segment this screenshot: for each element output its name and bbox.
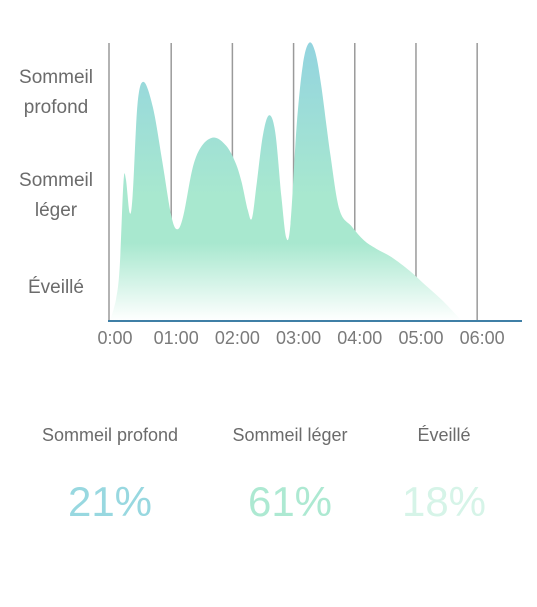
- stat-awake: Éveillé 18%: [354, 425, 534, 526]
- stat-light-value: 61%: [247, 478, 333, 525]
- y-category-label: Éveillé: [4, 273, 108, 303]
- x-tick-label: 05:00: [398, 328, 443, 348]
- sleep-area-chart: 0:00 01:00 02:00 03:00 04:00 05:00 06:00: [97, 42, 522, 348]
- y-category-line: léger: [34, 199, 78, 221]
- x-tick-label: 0:00: [97, 328, 132, 348]
- y-category-line: profond: [23, 97, 89, 119]
- y-category-line: Éveillé: [28, 276, 84, 298]
- stat-deep: Sommeil profond 21%: [20, 425, 200, 526]
- y-category-line: Sommeil: [19, 67, 93, 89]
- y-category-label: Sommeil léger: [4, 166, 108, 226]
- stat-light: Sommeil léger 61%: [200, 425, 380, 526]
- x-tick-label: 01:00: [154, 328, 199, 348]
- stat-awake-label: Éveillé: [417, 425, 471, 445]
- stat-awake-value: 18%: [401, 478, 487, 525]
- x-tick-label: 02:00: [215, 328, 260, 348]
- x-tick-label: 03:00: [276, 328, 321, 348]
- y-category-label: Sommeil profond: [4, 63, 108, 123]
- x-tick-label: 06:00: [460, 328, 505, 348]
- stat-deep-value: 21%: [67, 478, 153, 525]
- stat-deep-label: Sommeil profond: [41, 425, 179, 445]
- stat-light-label: Sommeil léger: [232, 425, 348, 445]
- sleep-area-series: [110, 42, 462, 322]
- x-tick-label: 04:00: [337, 328, 382, 348]
- y-category-line: Sommeil: [19, 169, 93, 191]
